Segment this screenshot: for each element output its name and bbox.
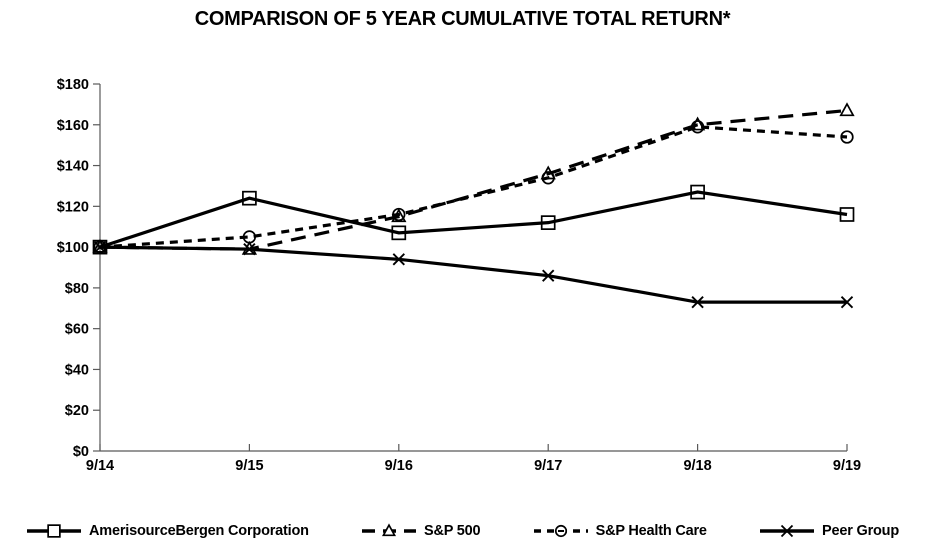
y-tick-label: $0 — [73, 444, 89, 460]
x-marker-icon — [840, 295, 854, 309]
legend-label-s-p-health-care: S&P Health Care — [595, 523, 707, 539]
y-tick-label: $160 — [57, 118, 89, 134]
y-tick-label: $20 — [65, 403, 89, 419]
square-marker-icon — [242, 190, 257, 206]
square-marker-icon — [391, 225, 407, 241]
chart-legend: AmerisourceBergen Corporation S&P 500 S&P … — [0, 522, 925, 540]
legend-label-amerisourcebergen-corporation: AmerisourceBergen Corporation — [89, 523, 309, 539]
series-markers-peer-group — [93, 240, 854, 309]
x-marker-icon — [691, 295, 704, 309]
series-markers-amerisourcebergen-corporation — [92, 184, 855, 255]
circle-marker-icon — [554, 524, 567, 538]
series-line-s-p-health-care — [99, 125, 848, 249]
square-marker-icon — [540, 215, 556, 230]
x-marker-icon — [243, 242, 256, 256]
y-tick-label: $40 — [65, 362, 89, 378]
y-tick-label: $60 — [65, 322, 89, 338]
x-tick-label: 9/17 — [534, 458, 562, 474]
square-marker-icon — [690, 184, 705, 200]
x-tick-label: 9/16 — [385, 458, 413, 474]
x-tick-label: 9/18 — [683, 458, 711, 474]
legend-label-peer-group: Peer Group — [822, 523, 899, 539]
legend-label-s-p-500: S&P 500 — [424, 523, 481, 539]
y-tick-label: $180 — [57, 77, 89, 93]
legend-item-amerisourcebergen-corporation: AmerisourceBergen Corporation — [26, 522, 309, 540]
triangle-marker-icon — [689, 116, 706, 131]
triangle-marker-icon — [839, 102, 855, 117]
series-line-amerisourcebergen-corporation — [99, 190, 848, 249]
chart-title: COMPARISON OF 5 YEAR CUMULATIVE TOTAL RE… — [194, 8, 731, 30]
circle-marker-icon — [690, 120, 705, 134]
legend-sample-peer-group — [760, 524, 815, 538]
legend-sample-s-p-500 — [362, 523, 417, 537]
x-tick-label: 9/15 — [235, 458, 263, 474]
legend-item-s-p-500: S&P 500 — [361, 522, 481, 540]
series-markers-s-p-health-care — [93, 120, 854, 254]
circle-marker-icon — [541, 171, 555, 185]
legend-item-peer-group: Peer Group — [759, 522, 899, 540]
y-tick-label: $80 — [65, 281, 89, 297]
x-marker-icon — [542, 269, 555, 282]
x-tick-label: 9/14 — [86, 458, 114, 474]
legend-sample-s-p-health-care — [533, 524, 588, 538]
series-markers-s-p-500 — [92, 102, 855, 255]
square-marker-icon — [47, 524, 61, 538]
y-tick-label: $100 — [57, 240, 89, 256]
x-tick-label: 9/19 — [833, 458, 861, 474]
legend-item-s-p-health-care: S&P Health Care — [533, 522, 707, 540]
y-tick-label: $120 — [57, 199, 89, 215]
x-marker-icon — [93, 240, 107, 254]
circle-marker-icon — [242, 230, 257, 244]
y-tick-label: $140 — [57, 159, 89, 175]
series-line-peer-group — [99, 245, 847, 304]
circle-marker-icon — [840, 130, 854, 144]
x-marker-icon — [780, 524, 794, 538]
legend-sample-amerisourcebergen-corporation — [27, 524, 81, 538]
x-marker-icon — [392, 253, 405, 266]
circle-marker-icon — [392, 207, 406, 222]
triangle-marker-icon — [382, 523, 397, 537]
square-marker-icon — [839, 207, 855, 222]
cumulative-return-line-chart: $0 $20 $40 $60 $80 $100 $120 $140 $160 $180 9/14 9/… — [57, 77, 861, 474]
